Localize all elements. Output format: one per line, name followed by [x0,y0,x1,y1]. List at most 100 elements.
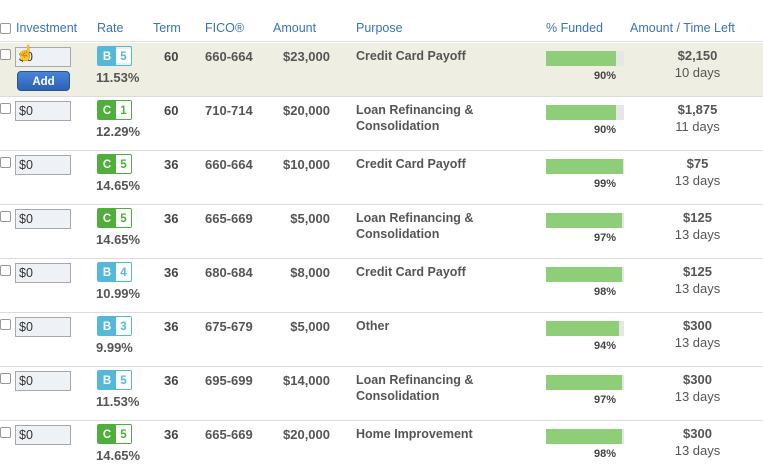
time-left: 13 days [674,173,721,188]
funded-progress-bar [546,213,624,228]
header-fico[interactable]: FICO® [205,21,245,35]
row-checkbox[interactable] [0,427,11,438]
row-checkbox[interactable] [0,319,11,330]
grade-letter: C [98,425,116,443]
loan-row[interactable]: $0 Add B 5 11.53% 60 660-664 $23,000 Credit Card… [0,43,763,97]
funded-progress-bar [546,429,624,444]
header-time-left[interactable]: Amount / Time Left [630,21,735,35]
loan-term: 60 [164,103,179,118]
interest-rate: 14.65% [96,178,141,193]
subgrade-number: 5 [116,211,131,225]
loan-purpose[interactable]: Home Improvement [356,427,473,441]
funded-progress-bar [546,321,624,336]
grade-letter: C [98,209,116,227]
investment-input[interactable]: $0 [15,371,71,391]
funded-percent: 90% [593,124,616,136]
amount-left: $75 [686,156,709,171]
interest-rate: 14.65% [96,448,141,463]
funded-progress-fill [546,267,623,282]
loan-amount: $5,000 [290,211,330,226]
header-rate[interactable]: Rate [97,21,124,35]
loan-purpose[interactable]: Credit Card Payoff [356,49,466,63]
investment-input[interactable]: $0 [15,317,71,337]
add-button[interactable]: Add [17,71,70,91]
loan-term: 36 [164,211,179,226]
subgrade-number: 5 [116,49,131,63]
loan-row[interactable]: $0 C 1 12.29% 60 710-714 $20,000 Loan Refinanci… [0,97,763,151]
investment-input[interactable]: $0 [15,425,71,445]
investment-input[interactable]: $0 [15,209,71,229]
loan-row[interactable]: $0 B 5 11.53% 36 695-699 $14,000 Loan Refinanci… [0,367,763,421]
grade-letter: B [98,47,116,65]
funded-progress-fill [546,51,617,66]
interest-rate: 9.99% [96,340,133,355]
header-funded[interactable]: % Funded [546,21,603,35]
amount-left: $125 [683,210,712,225]
loan-amount: $23,000 [283,49,330,64]
loan-purpose[interactable]: Loan Refinancing & Consolidation [356,211,474,241]
investment-input[interactable]: $0 [15,47,71,67]
loan-term: 36 [164,265,179,280]
loan-row[interactable]: $0 C 5 14.65% 36 660-664 $10,000 Credit Card Pa… [0,151,763,205]
fico-range: 665-669 [205,211,253,226]
loan-purpose[interactable]: Credit Card Payoff [356,265,466,279]
loan-term: 36 [164,373,179,388]
fico-range: 665-669 [205,427,253,442]
interest-rate: 14.65% [96,232,141,247]
row-checkbox[interactable] [0,265,11,276]
loan-amount: $20,000 [283,103,330,118]
funded-progress-bar [546,375,624,390]
funded-progress-bar [546,267,624,282]
time-left: 10 days [674,65,721,80]
investment-input[interactable]: $0 [15,101,71,121]
loan-row[interactable]: $0 B 3 9.99% 36 675-679 $5,000 Other 94% $300 13 d… [0,313,763,367]
header-term[interactable]: Term [153,21,181,35]
amount-left: $125 [683,264,712,279]
loan-term: 36 [164,157,179,172]
loan-amount: $5,000 [290,319,330,334]
funded-progress-bar [546,51,624,66]
funded-progress-fill [546,375,622,390]
loan-row[interactable]: $0 C 5 14.65% 36 665-669 $5,000 Loan Refinancin… [0,205,763,259]
funded-percent: 98% [593,448,616,460]
investment-input[interactable]: $0 [15,263,71,283]
loan-purpose[interactable]: Loan Refinancing & Consolidation [356,103,474,133]
funded-progress-fill [546,105,617,120]
fico-range: 710-714 [205,103,253,118]
row-checkbox[interactable] [0,373,11,384]
loan-row[interactable]: $0 C 5 14.65% 36 665-669 $20,000 Home Improveme… [0,421,763,474]
row-checkbox[interactable] [0,211,11,222]
loan-amount: $14,000 [283,373,330,388]
row-checkbox[interactable] [0,157,11,168]
loan-purpose[interactable]: Other [356,319,390,333]
amount-left: $300 [683,426,712,441]
fico-range: 680-684 [205,265,253,280]
grade-letter: B [98,317,116,335]
grade-letter: C [98,101,116,119]
interest-rate: 11.53% [96,70,140,85]
fico-range: 695-699 [205,373,253,388]
loan-amount: $20,000 [283,427,330,442]
row-checkbox[interactable] [0,103,11,114]
row-checkbox[interactable] [0,49,11,60]
fico-range: 660-664 [205,157,253,172]
investment-input[interactable]: $0 [15,155,71,175]
funded-progress-fill [546,429,623,444]
amount-left: $300 [683,372,712,387]
loan-row[interactable]: $0 B 4 10.99% 36 680-684 $8,000 Credit Card Pay… [0,259,763,313]
loan-purpose[interactable]: Credit Card Payoff [356,157,466,171]
header-investment[interactable]: Investment [16,21,78,35]
time-left: 13 days [674,335,721,350]
interest-rate: 11.53% [96,394,140,409]
loan-purpose[interactable]: Loan Refinancing & Consolidation [356,373,474,403]
header-amount[interactable]: Amount [273,21,317,35]
time-left: 13 days [674,227,721,242]
funded-percent: 97% [593,394,616,406]
select-all-checkbox[interactable] [0,23,11,34]
header-purpose[interactable]: Purpose [356,21,403,35]
subgrade-number: 5 [116,157,131,171]
